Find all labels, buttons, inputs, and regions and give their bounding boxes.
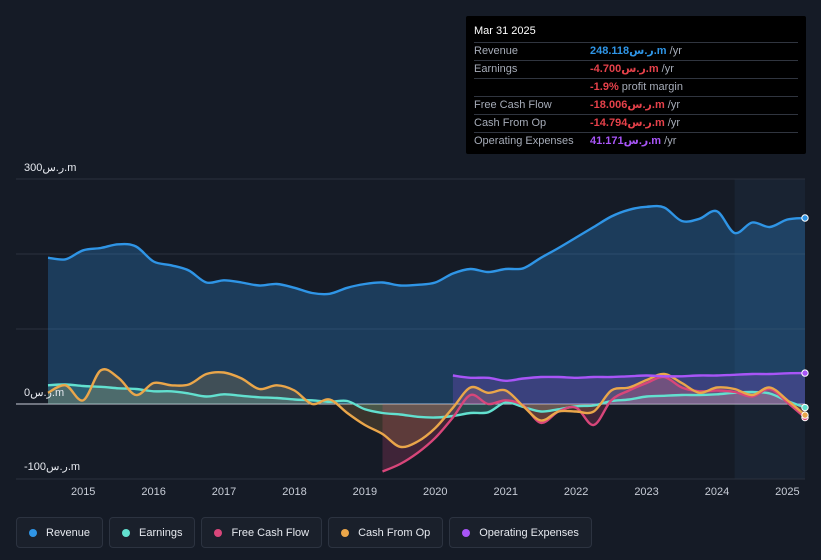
legend-label: Free Cash Flow bbox=[231, 526, 310, 539]
earnings-endpoint bbox=[801, 403, 809, 412]
legend: Revenue Earnings Free Cash Flow Cash From O… bbox=[16, 517, 592, 548]
tooltip-row-unit: /yr bbox=[664, 99, 681, 111]
x-tick-label: 2017 bbox=[212, 486, 236, 498]
x-tick-label: 2016 bbox=[141, 486, 165, 498]
tooltip-row-label: Revenue bbox=[474, 45, 519, 57]
tooltip-row-value: -14.794ر.س.m /yr bbox=[590, 117, 681, 129]
series-lines bbox=[47, 204, 806, 473]
y-tick-label-top: 300ر.س.m bbox=[24, 162, 76, 174]
tooltip-row: Operating Expenses 41.171ر.س.m /yr bbox=[474, 133, 798, 150]
legend-item-revenue[interactable]: Revenue bbox=[16, 517, 104, 548]
x-tick-label: 2023 bbox=[634, 486, 658, 498]
legend-label: Operating Expenses bbox=[479, 526, 579, 539]
x-tick-label: 2018 bbox=[282, 486, 306, 498]
operating-expenses-line bbox=[452, 371, 806, 383]
series-areas bbox=[48, 206, 805, 472]
tooltip-row-value: 41.171ر.س.m /yr bbox=[590, 135, 677, 147]
legend-item-earnings[interactable]: Earnings bbox=[109, 517, 196, 548]
legend-dot-icon bbox=[214, 528, 223, 537]
tooltip-row-unit: /yr bbox=[661, 135, 677, 147]
legend-item-free-cash-flow[interactable]: Free Cash Flow bbox=[201, 517, 323, 548]
x-tick-label: 2019 bbox=[353, 486, 377, 498]
earnings-area bbox=[48, 384, 805, 418]
tooltip-row-label: Earnings bbox=[474, 63, 518, 75]
tooltip-row: Free Cash Flow -18.006ر.س.m /yr bbox=[474, 97, 798, 115]
tooltip-row-value: -4.700ر.س.m /yr bbox=[590, 63, 674, 75]
series-endpoints bbox=[801, 214, 809, 422]
revenue-area bbox=[48, 206, 805, 404]
y-tick-label-zero: 0ر.س.m bbox=[24, 387, 64, 399]
tooltip-row: Revenue 248.118ر.س.m /yr bbox=[474, 43, 798, 61]
gridlines bbox=[16, 178, 805, 480]
tooltip-row-label: Operating Expenses bbox=[474, 135, 574, 147]
tooltip-rows: Revenue 248.118ر.س.m /yr Earnings -4.700ر.س… bbox=[474, 43, 798, 150]
tooltip-row-label: Free Cash Flow bbox=[474, 99, 552, 111]
legend-label: Revenue bbox=[46, 526, 91, 539]
legend-label: Earnings bbox=[139, 526, 183, 539]
y-tick-label-bottom: -100ر.س.m bbox=[24, 461, 80, 473]
tooltip-row-unit: /yr bbox=[666, 45, 682, 57]
x-tick-label: 2015 bbox=[71, 486, 95, 498]
tooltip-row-unit: /yr bbox=[658, 63, 674, 75]
legend-item-cash-from-op[interactable]: Cash From Op bbox=[328, 517, 444, 548]
legend-label: Cash From Op bbox=[358, 526, 431, 539]
free-cash-flow-line bbox=[382, 375, 806, 473]
legend-dot-icon bbox=[29, 528, 37, 537]
tooltip-row: Cash From Op -14.794ر.س.m /yr bbox=[474, 115, 798, 133]
earnings-line bbox=[47, 383, 806, 419]
tooltip-row-value: -1.9% profit margin bbox=[590, 81, 683, 93]
tooltip-row-value: -18.006ر.س.m /yr bbox=[590, 99, 681, 111]
operating-expenses-endpoint bbox=[801, 369, 809, 377]
legend-item-operating-expenses[interactable]: Operating Expenses bbox=[449, 517, 592, 548]
revenue-endpoint bbox=[801, 214, 809, 222]
tooltip-date: Mar 31 2025 bbox=[474, 24, 798, 43]
x-axis-ticks: 2015 2016 2017 2018 2019 2020 2021 2022 2023 2024… bbox=[71, 486, 800, 498]
legend-dot-icon bbox=[341, 528, 350, 537]
cash-from-op-endpoint bbox=[801, 411, 809, 419]
tooltip-row-value: 248.118ر.س.m /yr bbox=[590, 45, 682, 57]
tooltip-panel: Mar 31 2025 Revenue 248.118ر.س.m /yr Earni… bbox=[466, 16, 806, 154]
tooltip-row-label: Cash From Op bbox=[474, 117, 547, 129]
tooltip-row: -1.9% profit margin bbox=[474, 79, 798, 97]
tooltip-row-unit: profit margin bbox=[618, 81, 683, 93]
tooltip-row-unit: /yr bbox=[664, 117, 681, 129]
x-tick-label: 2020 bbox=[423, 486, 447, 498]
legend-dot-icon bbox=[122, 528, 131, 537]
legend-dot-icon bbox=[462, 528, 471, 537]
cash-from-op-line bbox=[47, 368, 806, 449]
tooltip-row: Earnings -4.700ر.س.m /yr bbox=[474, 61, 798, 79]
revenue-line bbox=[47, 204, 806, 296]
x-tick-label: 2025 bbox=[775, 486, 799, 498]
x-tick-label: 2021 bbox=[493, 486, 517, 498]
x-tick-label: 2024 bbox=[705, 486, 729, 498]
x-tick-label: 2022 bbox=[564, 486, 588, 498]
